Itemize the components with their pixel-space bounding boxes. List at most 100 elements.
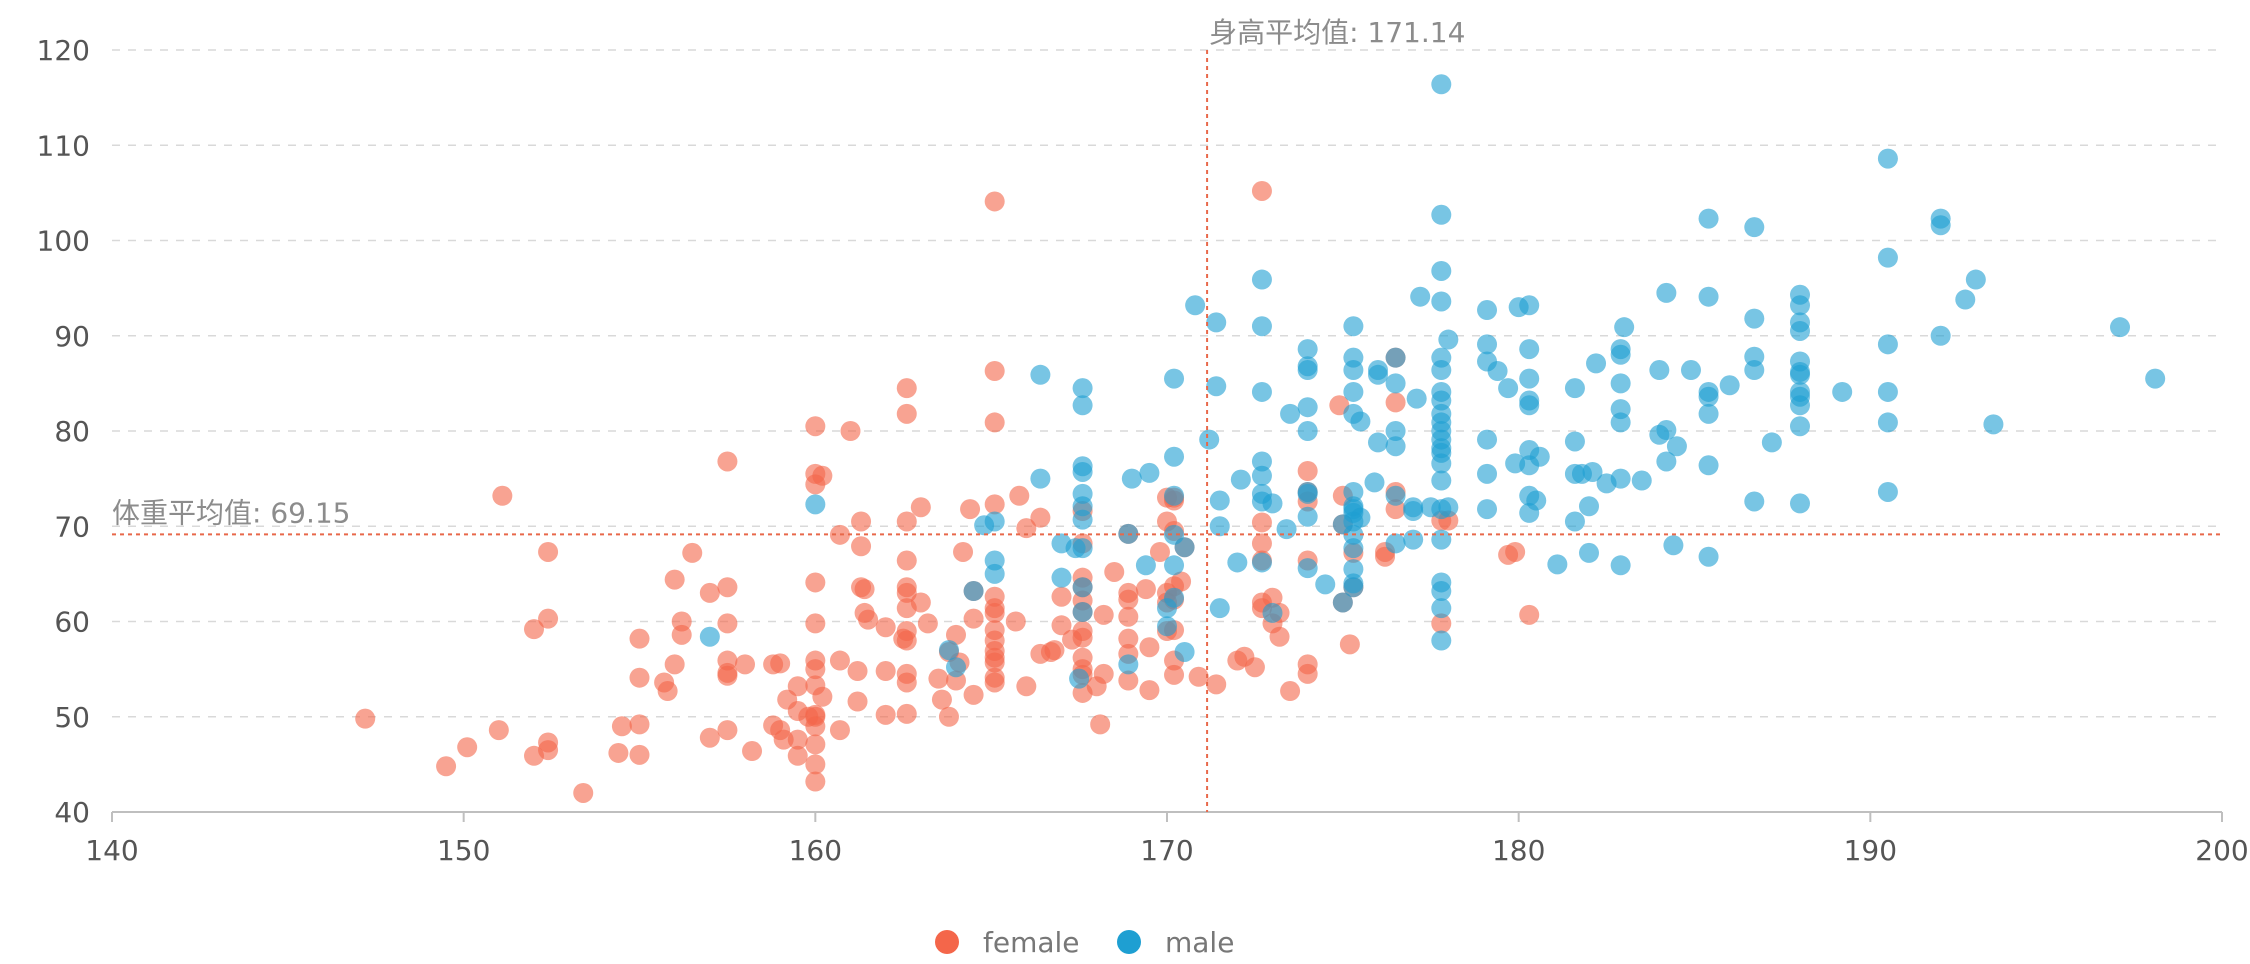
- female-point: [717, 720, 738, 741]
- male-point: [984, 511, 1005, 532]
- male-point: [1579, 496, 1599, 517]
- male-point: [1790, 351, 1810, 372]
- female-point: [854, 579, 875, 600]
- female-point: [875, 704, 896, 725]
- male-point: [1519, 295, 1540, 316]
- female-point: [1262, 587, 1283, 608]
- female-point: [896, 577, 917, 598]
- female-point: [538, 732, 559, 753]
- female-point: [611, 716, 632, 737]
- female-point: [896, 403, 917, 424]
- legend-item-male[interactable]: male: [1117, 926, 1234, 959]
- female-point: [1251, 533, 1272, 554]
- female-point: [1016, 518, 1037, 539]
- female-point: [805, 734, 826, 755]
- male-point: [1761, 432, 1782, 453]
- y-tick-label: 80: [54, 415, 90, 448]
- male-point: [1297, 421, 1318, 441]
- male-point: [1343, 481, 1364, 502]
- female-point: [1188, 666, 1209, 687]
- male-point: [1185, 295, 1206, 316]
- y-tick-label: 110: [37, 129, 90, 162]
- male-point: [1656, 451, 1677, 472]
- mean-weight-label: 体重平均值: 69.15: [112, 496, 351, 529]
- male-point: [1526, 490, 1547, 511]
- male-point: [1368, 432, 1388, 453]
- female-point: [829, 650, 850, 671]
- female-point: [960, 499, 981, 520]
- male-point: [1174, 641, 1195, 662]
- male-point: [1251, 465, 1272, 486]
- male-point: [1350, 411, 1371, 432]
- male-point: [1350, 507, 1371, 528]
- male-point: [1410, 286, 1431, 307]
- male-point: [1315, 574, 1336, 595]
- female-point: [1339, 634, 1360, 655]
- male-point: [1209, 516, 1230, 537]
- male-point: [1164, 485, 1185, 506]
- male-point: [1343, 347, 1364, 368]
- female-point: [910, 592, 931, 613]
- male-point: [1297, 339, 1318, 360]
- female-point: [984, 191, 1005, 212]
- male-point: [1744, 491, 1765, 512]
- male-point: [1069, 668, 1090, 689]
- male-point: [1164, 555, 1185, 576]
- female-point: [699, 582, 720, 603]
- female-point: [436, 756, 457, 777]
- male-point: [963, 581, 984, 602]
- male-point: [1343, 573, 1364, 594]
- male-point: [1431, 291, 1452, 312]
- male-point: [1164, 587, 1185, 608]
- y-tick-label: 50: [54, 701, 90, 734]
- female-point: [805, 771, 826, 792]
- x-tick-label: 200: [2195, 834, 2248, 867]
- male-point: [1610, 373, 1631, 394]
- male-point: [1698, 208, 1719, 229]
- male-point: [1251, 381, 1272, 402]
- female-point: [538, 608, 559, 629]
- female-point: [657, 681, 678, 702]
- female-point: [1072, 647, 1093, 668]
- male-point: [1164, 446, 1185, 467]
- y-tick-label: 90: [54, 320, 90, 353]
- male-point: [1877, 247, 1898, 268]
- female-point: [896, 621, 917, 642]
- male-point: [1930, 325, 1951, 346]
- male-point: [1030, 468, 1051, 489]
- female-point: [984, 494, 1005, 515]
- female-point: [1072, 621, 1093, 642]
- male-point: [1564, 431, 1585, 452]
- female-point: [1118, 606, 1139, 627]
- male-point: [1262, 602, 1283, 623]
- male-point: [1431, 381, 1452, 402]
- male-point: [1385, 485, 1406, 506]
- female-point: [875, 617, 896, 638]
- male-point: [1877, 148, 1898, 169]
- female-point: [664, 654, 685, 675]
- legend-item-female[interactable]: female: [935, 926, 1080, 959]
- male-point: [1343, 381, 1364, 402]
- male-point: [1431, 470, 1452, 491]
- female-point: [538, 541, 559, 562]
- female-point: [928, 668, 949, 689]
- female-point: [963, 684, 984, 705]
- female-point: [1104, 561, 1125, 582]
- y-tick-label: 120: [37, 34, 90, 67]
- female-point: [805, 754, 826, 775]
- male-point: [1586, 353, 1607, 374]
- male-point: [1403, 529, 1424, 550]
- male-point: [1297, 397, 1318, 418]
- female-point: [1093, 663, 1114, 684]
- male-point: [1072, 483, 1093, 504]
- female-point: [1090, 714, 1111, 735]
- female-point: [1016, 676, 1037, 697]
- male-point: [1230, 469, 1251, 490]
- female-point: [717, 665, 738, 686]
- male-point: [1431, 347, 1452, 368]
- female-point: [488, 720, 509, 741]
- female-point: [717, 613, 738, 634]
- legend[interactable]: female male: [935, 926, 1234, 959]
- female-point: [629, 628, 650, 649]
- male-point: [1276, 519, 1297, 540]
